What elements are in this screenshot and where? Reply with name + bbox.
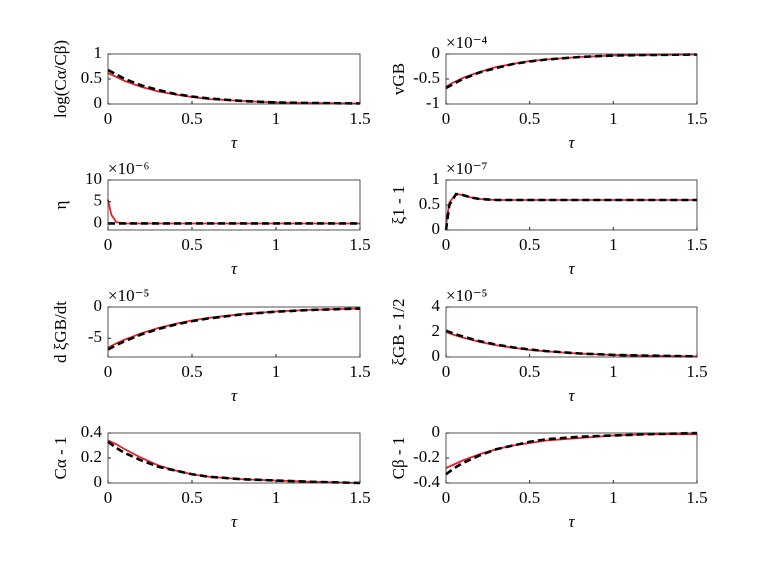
y-tick-label: 0 bbox=[432, 219, 441, 238]
y-tick-label: 0 bbox=[94, 93, 103, 112]
y-axis-label: d ξGB/dt bbox=[51, 301, 70, 363]
x-tick-label: 0 bbox=[442, 362, 451, 381]
data-line bbox=[444, 192, 697, 231]
x-tick-label: 1.5 bbox=[686, 488, 707, 507]
y-axis-label: ξ1 - 1 bbox=[389, 186, 408, 225]
axis-multiplier: ×10⁻⁷ bbox=[446, 159, 488, 178]
x-tick-label: 1.5 bbox=[686, 362, 707, 381]
x-tick-label: 0.5 bbox=[181, 109, 202, 128]
data-line bbox=[107, 440, 361, 485]
data-line bbox=[107, 68, 361, 105]
x-tick-label: 1.5 bbox=[686, 235, 707, 254]
x-axis-label: τ bbox=[568, 259, 575, 278]
x-tick-label: 0 bbox=[442, 235, 451, 254]
y-tick-label: 0 bbox=[432, 422, 441, 441]
y-tick-label: 0 bbox=[94, 472, 103, 491]
x-tick-label: 1.5 bbox=[349, 235, 370, 254]
x-axis-label: τ bbox=[568, 512, 575, 531]
x-tick-label: 0.5 bbox=[181, 235, 202, 254]
y-tick-label: -0.5 bbox=[413, 68, 440, 87]
axes-box bbox=[445, 432, 698, 484]
data-line bbox=[107, 199, 360, 225]
y-tick-label: 0.5 bbox=[81, 68, 102, 87]
y-axis-label: Cα - 1 bbox=[51, 437, 70, 480]
x-tick-label: 1 bbox=[609, 362, 618, 381]
axes-box bbox=[107, 306, 361, 358]
axis-multiplier: ×10⁻⁶ bbox=[108, 159, 150, 178]
x-tick-label: 1.5 bbox=[686, 109, 707, 128]
x-tick-label: 1.5 bbox=[349, 109, 370, 128]
x-axis-label: τ bbox=[231, 133, 238, 152]
y-tick-label: 5 bbox=[94, 191, 103, 210]
axes-box bbox=[107, 179, 361, 231]
x-tick-label: 0.5 bbox=[181, 362, 202, 381]
x-tick-label: 1.5 bbox=[349, 488, 370, 507]
axis-multiplier: ×10⁻⁴ bbox=[446, 33, 488, 52]
x-tick-label: 1 bbox=[272, 109, 281, 128]
data-line bbox=[107, 72, 361, 105]
axes-box bbox=[107, 432, 361, 484]
y-tick-label: 0.2 bbox=[81, 447, 102, 466]
y-axis-label: η bbox=[51, 201, 70, 210]
x-tick-label: 1 bbox=[609, 109, 618, 128]
y-tick-label: 0 bbox=[432, 346, 441, 365]
y-axis-label: Cβ - 1 bbox=[389, 437, 408, 480]
data-line bbox=[107, 307, 361, 349]
x-axis-label: τ bbox=[231, 259, 238, 278]
y-tick-label: 10 bbox=[85, 169, 102, 188]
x-tick-label: 1 bbox=[272, 235, 281, 254]
axes-box bbox=[107, 53, 361, 105]
data-line bbox=[445, 53, 698, 90]
y-tick-label: -0.4 bbox=[413, 472, 440, 491]
x-tick-label: 0 bbox=[104, 362, 113, 381]
y-tick-label: 2 bbox=[432, 321, 441, 340]
x-tick-label: 0 bbox=[104, 488, 113, 507]
y-axis-label: log(Cα/Cβ) bbox=[51, 40, 70, 118]
data-line bbox=[445, 433, 697, 469]
x-axis-label: τ bbox=[231, 386, 238, 405]
y-tick-label: -0.2 bbox=[413, 447, 440, 466]
y-tick-label: 4 bbox=[432, 296, 441, 315]
x-tick-label: 0 bbox=[104, 235, 113, 254]
y-axis-label: vGB bbox=[389, 63, 408, 95]
data-line bbox=[445, 431, 698, 476]
x-axis-label: τ bbox=[568, 386, 575, 405]
data-line bbox=[445, 53, 698, 88]
x-tick-label: 0.5 bbox=[519, 488, 540, 507]
x-tick-label: 0.5 bbox=[519, 235, 540, 254]
x-axis-label: τ bbox=[568, 133, 575, 152]
x-tick-label: 0 bbox=[442, 109, 451, 128]
x-tick-label: 0 bbox=[442, 488, 451, 507]
x-tick-label: 0 bbox=[104, 109, 113, 128]
x-tick-label: 1 bbox=[609, 488, 618, 507]
axes-box bbox=[445, 53, 698, 105]
y-tick-label: 0 bbox=[94, 212, 103, 231]
y-tick-label: 0 bbox=[432, 43, 441, 62]
y-tick-label: -5 bbox=[88, 327, 102, 346]
data-line bbox=[107, 439, 361, 484]
x-tick-label: 1 bbox=[272, 362, 281, 381]
axis-multiplier: ×10⁻⁵ bbox=[446, 286, 488, 305]
axes-box bbox=[445, 179, 698, 231]
axis-multiplier: ×10⁻⁵ bbox=[108, 286, 150, 305]
y-tick-label: 1 bbox=[94, 43, 103, 62]
x-tick-label: 1 bbox=[609, 235, 618, 254]
x-tick-label: 0.5 bbox=[181, 488, 202, 507]
x-tick-label: 1.5 bbox=[349, 362, 370, 381]
y-tick-label: 0.4 bbox=[81, 422, 103, 441]
axes-box bbox=[445, 306, 698, 358]
x-tick-label: 0.5 bbox=[519, 109, 540, 128]
x-tick-label: 0.5 bbox=[519, 362, 540, 381]
data-line bbox=[107, 307, 361, 351]
x-tick-label: 1 bbox=[272, 488, 281, 507]
y-axis-label: ξGB - 1/2 bbox=[389, 298, 408, 365]
y-tick-label: 0.5 bbox=[419, 194, 440, 213]
x-axis-label: τ bbox=[231, 512, 238, 531]
y-tick-label: -1 bbox=[426, 93, 440, 112]
data-line bbox=[445, 329, 698, 358]
y-tick-label: 1 bbox=[432, 169, 441, 188]
y-tick-label: 0 bbox=[94, 296, 103, 315]
